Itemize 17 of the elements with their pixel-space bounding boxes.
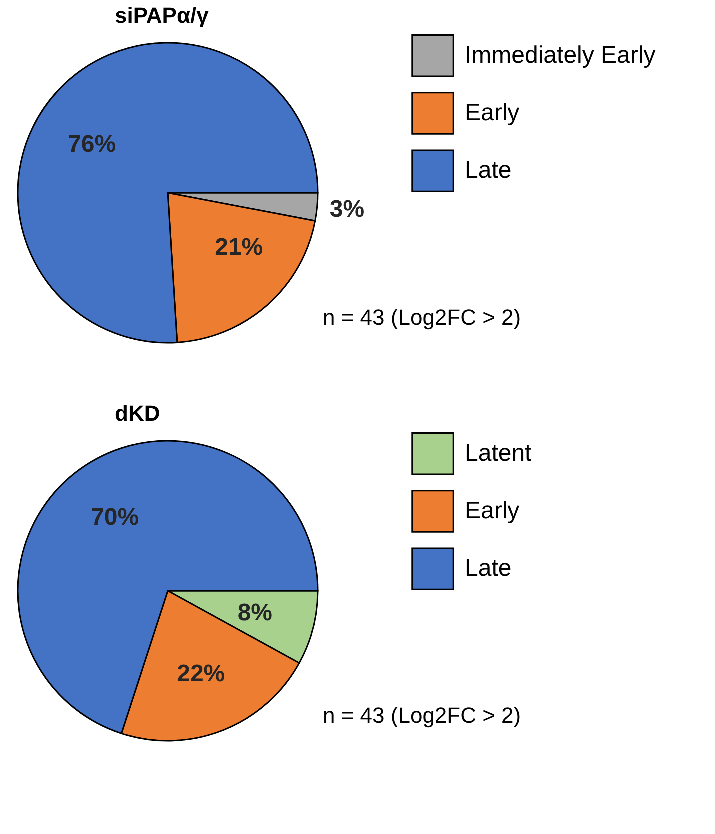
legend-label: Early [465, 497, 520, 524]
text: n = 43 (Log2FC > 2) [323, 305, 522, 330]
data-label: 22% [177, 660, 226, 688]
data-label: 70% [91, 504, 140, 532]
chart-title: siPAPα/γ [115, 3, 210, 28]
text: n = 43 (Log2FC > 2) [323, 703, 522, 728]
legend-label: Latent [465, 440, 532, 467]
data-label: 21% [215, 234, 264, 262]
data-label: 3% [330, 196, 365, 223]
legend-label: Early [465, 99, 520, 126]
chart-title: dKD [115, 401, 160, 426]
pie-slice [17, 42, 319, 344]
data-label: 8% [238, 599, 273, 626]
legend-label: Late [465, 555, 512, 582]
legend-label: Immediately Early [465, 42, 656, 69]
legend-label: Late [465, 157, 512, 184]
data-label: 76% [68, 130, 116, 158]
